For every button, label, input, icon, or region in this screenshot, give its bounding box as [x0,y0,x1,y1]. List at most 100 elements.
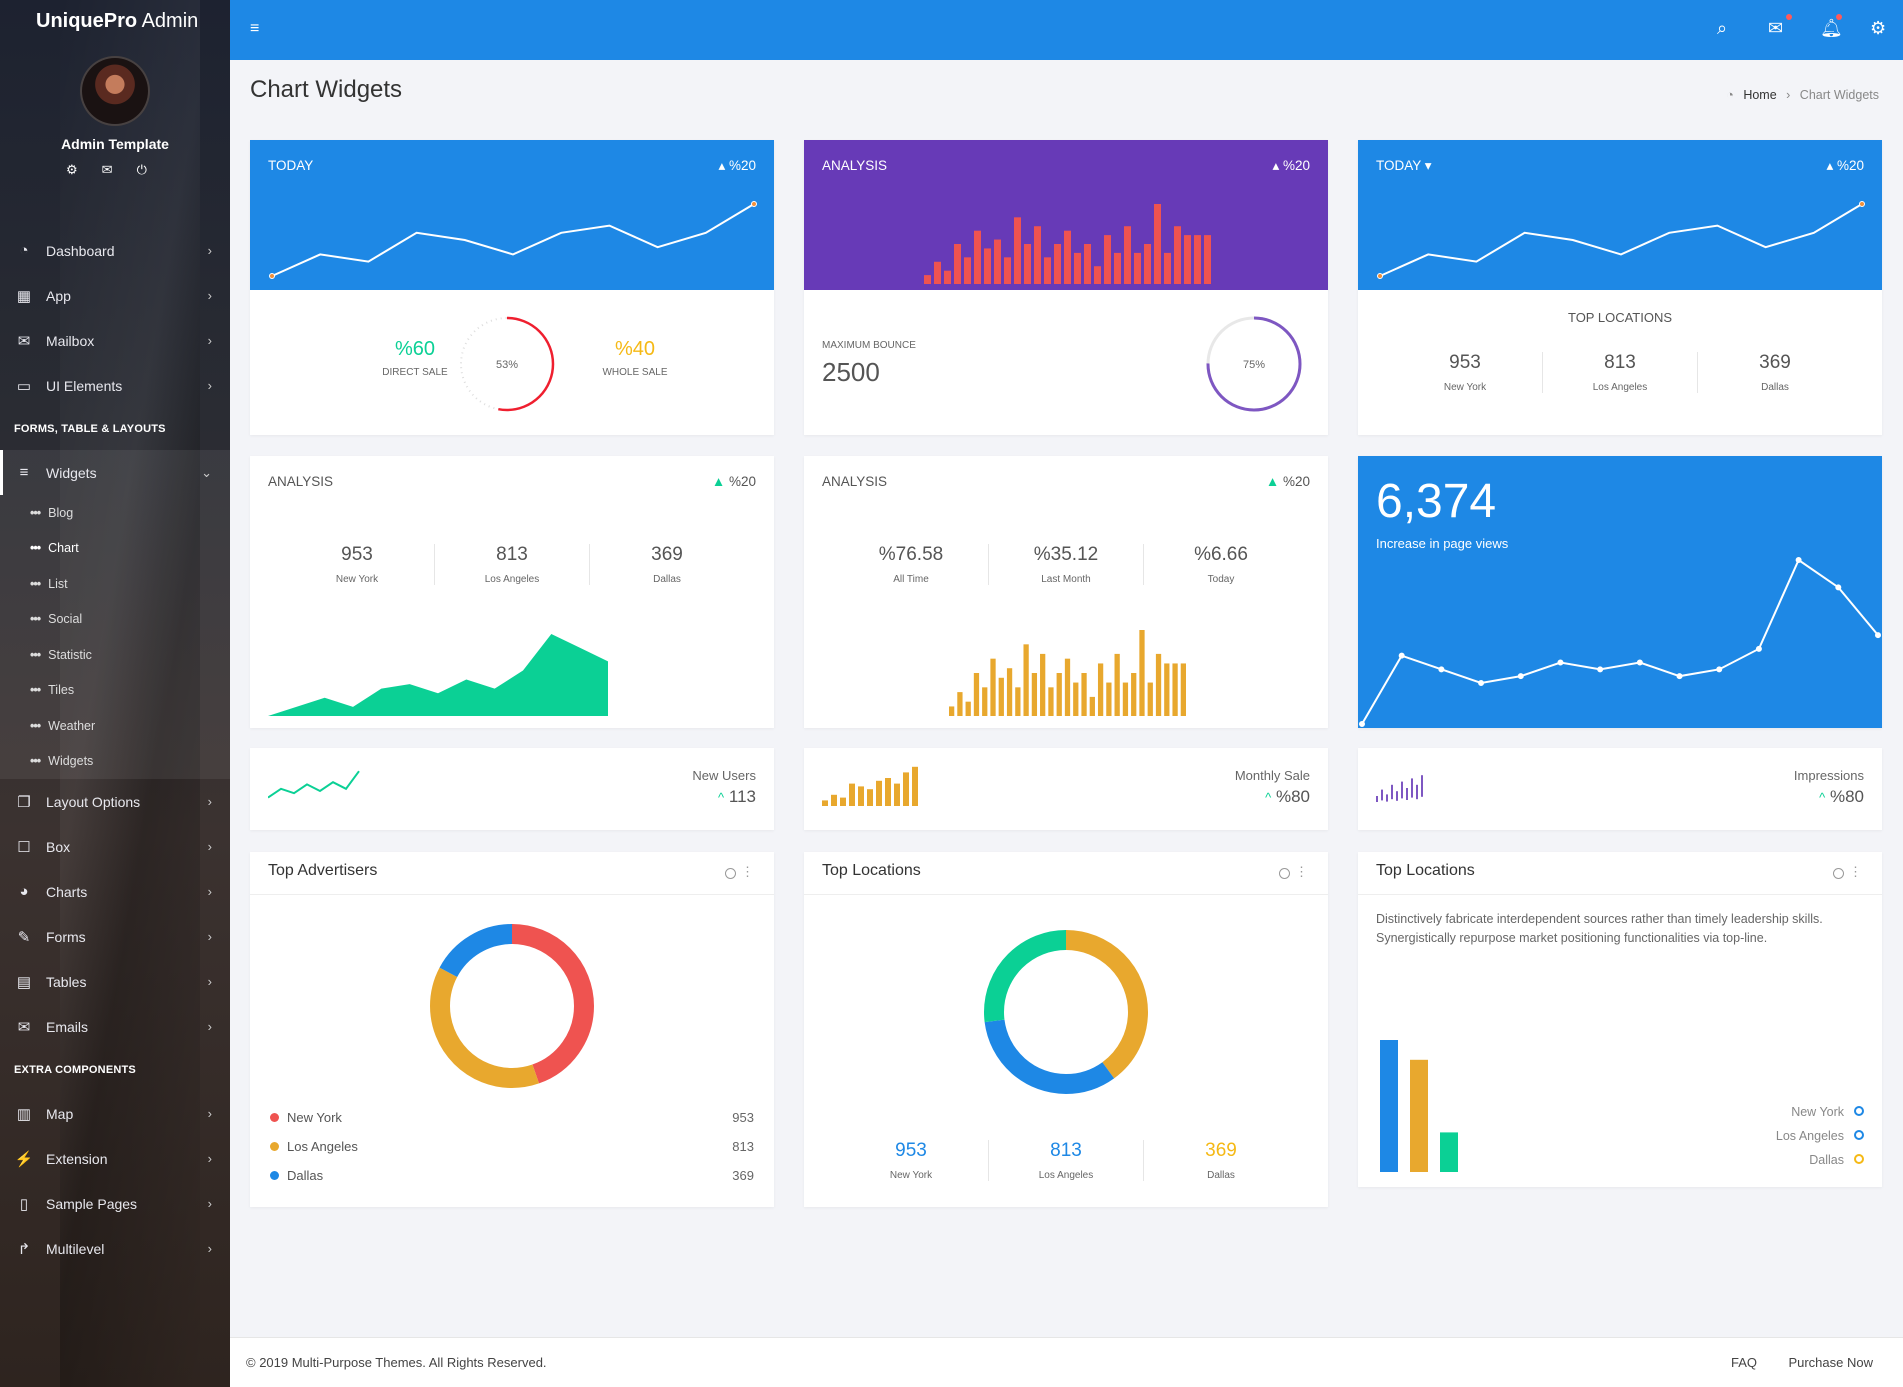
bar [1410,1059,1428,1172]
more-vertical-icon[interactable]: ⋮ [1849,864,1862,879]
today-locations-card: TODAY ▾ ▴ %20 TOP LOCATIONS 953 New York … [1358,140,1882,435]
card-title[interactable]: TODAY ▾ [1376,158,1432,173]
sidebar-item-emails[interactable]: ✉ Emails › [0,1004,230,1049]
legend-los-angeles: Los Angeles [1776,1124,1864,1148]
sidebar-item-mailbox[interactable]: ✉ Mailbox › [0,318,230,363]
submenu-social[interactable]: ••• Social [30,612,83,627]
purchase-link[interactable]: Purchase Now [1788,1355,1873,1370]
bar [1084,244,1091,284]
bar-legend: New York Los Angeles Dallas [1776,1100,1864,1172]
submenu-statistic[interactable]: ••• Statistic [30,647,92,662]
sidebar-item-box[interactable]: ☐ Box › [0,824,230,869]
more-vertical-icon[interactable]: ⋮ [741,864,754,879]
submenu-chart[interactable]: ••• Chart [30,541,79,556]
chevron-right-icon: › [207,288,212,303]
data-point [1517,673,1524,680]
plug-icon: ⚡ [14,1150,34,1168]
chevron-right-icon: › [207,378,212,393]
envelope-icon[interactable]: ✉ [101,162,113,177]
sidebar-item-charts[interactable]: ◕ Charts › [0,869,230,914]
breadcrumb-home[interactable]: Home [1743,88,1777,102]
bar [934,261,941,284]
bar [1154,204,1161,284]
hamburger-icon[interactable]: ≡ [250,20,260,37]
power-icon[interactable]: ⏻ [136,162,147,177]
gear-icon[interactable]: ⚙ [66,162,78,177]
stat-new-york: 953 New York [280,544,435,585]
data-point [1557,659,1564,666]
sidebar-item-app[interactable]: ▦ App › [0,273,230,318]
submenu-blog[interactable]: ••• Blog [30,505,74,520]
card-percent: ▴ %20 [1826,158,1864,173]
avatar[interactable] [80,56,150,126]
page-views-card: 6,374 Increase in page views [1358,456,1882,728]
sidebar-item-widgets[interactable]: ≡ Widgets ⌄ [0,450,230,495]
app-logo[interactable]: UniquePro Admin [36,10,199,32]
data-point [1795,557,1802,563]
stat-all-time: %76.58 All Time [834,544,989,585]
sidebar-item-dashboard[interactable]: ◔ Dashboard › [0,228,230,273]
faq-link[interactable]: FAQ [1730,1355,1757,1370]
bar [1122,682,1129,716]
sidebar-item-forms[interactable]: ✎ Forms › [0,914,230,959]
bar [1144,244,1151,284]
bar [1184,235,1191,284]
chevron-right-icon: › [207,839,212,854]
submenu-tiles[interactable]: ••• Tiles [30,683,75,698]
direct-sale-stat: %60 DIRECT SALE [382,338,448,378]
sidebar-item-layout-options[interactable]: ❐ Layout Options › [0,779,230,824]
bar [1124,226,1131,284]
copyright: © 2019 Multi-Purpose Themes. All Rights … [246,1355,547,1370]
pie-chart-icon: ◕ [19,883,29,900]
laptop-icon: ▭ [16,377,32,395]
bell-icon[interactable]: 🔔︎ [1820,18,1843,38]
donut-slice [430,924,594,1088]
bar [1015,687,1021,716]
sparkbar [1406,788,1408,800]
gauge-label: 75% [1243,359,1265,371]
sparkbar [822,800,828,806]
refresh-icon[interactable] [725,868,736,879]
bar [1048,687,1054,716]
bar [1064,658,1071,716]
refresh-icon[interactable] [1833,868,1844,879]
stat-los-angeles: 813 Los Angeles [1543,352,1698,393]
today-card-header: TODAY ▾ ▴ %20 [1358,140,1882,290]
card-title: Top Advertisers [268,862,378,879]
sidebar-item-map[interactable]: ▥ Map › [0,1091,230,1136]
donut-slice [984,930,1148,1094]
new-users-stat: New Users ^ 113 [692,768,756,806]
monthly-sale-stat: Monthly Sale ^ %80 [1234,768,1310,806]
submenu-widgets[interactable]: ••• Widgets [30,754,94,769]
page-views-line-chart [1359,557,1881,727]
stat-dallas: 369 Dallas [651,544,683,585]
donut-slice [430,924,594,1088]
refresh-icon[interactable] [1279,868,1290,879]
submenu-weather[interactable]: ••• Weather [30,718,96,733]
top-locations-bar-card: Top Locations ⋮ Distinctively fabricate … [1358,852,1882,1187]
sidebar-item-multilevel[interactable]: ↱ Multilevel › [0,1226,230,1271]
legend-new-york: New York [1776,1100,1864,1124]
card-title: TODAY [268,158,314,173]
sparkbar [849,783,855,806]
caret-up-icon: ^ [1819,790,1826,805]
submenu-list[interactable]: ••• List [30,576,68,591]
envelope-icon[interactable]: ✉ [1768,18,1784,38]
search-icon[interactable]: ⌕ [1717,18,1728,38]
gear-icon[interactable]: ⚙ [1870,18,1887,38]
bar [1380,1040,1398,1172]
widgets-submenu: ≡ Widgets ⌄ ••• Blog ••• Chart ••• List ••• So… [0,450,230,779]
bar [982,687,988,716]
percent-stats: %76.58 All Time %35.12 Last Month %6.66 Tod… [834,544,1298,585]
chevron-right-icon: › [207,1196,212,1211]
more-vertical-icon[interactable]: ⋮ [1295,864,1308,879]
card-title: ANALYSIS [822,474,888,489]
chevron-right-icon: › [207,1019,212,1034]
sidebar-item-sample-pages[interactable]: ▯ Sample Pages › [0,1181,230,1226]
sidebar-item-extension[interactable]: ⚡ Extension › [14,1150,212,1168]
sidebar-item-tables[interactable]: ▤ Tables › [0,959,230,1004]
sidebar-item-ui-elements[interactable]: ▭ UI Elements › [0,363,230,408]
top-locations-donut-card: Top Locations ⋮ 953 New York 813 Los Angel… [804,852,1328,1207]
data-point [269,273,275,279]
locations-stats: 953 New York 813 Los Angeles 369 Dallas [1388,352,1852,393]
